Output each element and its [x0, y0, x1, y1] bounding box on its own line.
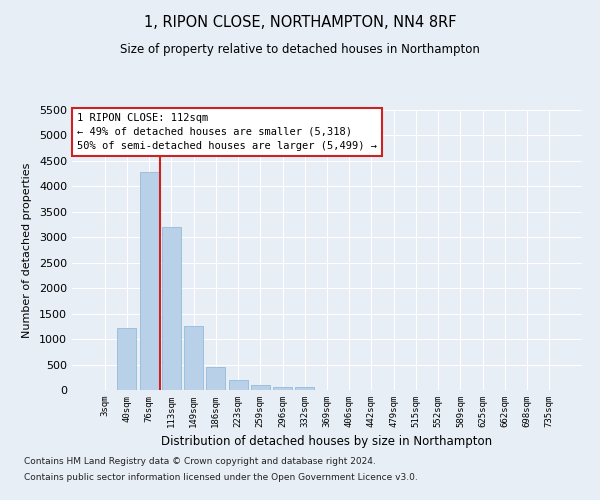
Bar	[273, 386, 292, 390]
Text: 1, RIPON CLOSE, NORTHAMPTON, NN4 8RF: 1, RIPON CLOSE, NORTHAMPTON, NN4 8RF	[144, 15, 456, 30]
Bar	[295, 388, 314, 390]
X-axis label: Distribution of detached houses by size in Northampton: Distribution of detached houses by size …	[161, 436, 493, 448]
Text: Size of property relative to detached houses in Northampton: Size of property relative to detached ho…	[120, 42, 480, 56]
Bar	[251, 385, 270, 390]
Bar	[162, 227, 181, 390]
Text: Contains HM Land Registry data © Crown copyright and database right 2024.: Contains HM Land Registry data © Crown c…	[24, 458, 376, 466]
Bar	[140, 172, 158, 390]
Text: Contains public sector information licensed under the Open Government Licence v3: Contains public sector information licen…	[24, 472, 418, 482]
Y-axis label: Number of detached properties: Number of detached properties	[22, 162, 32, 338]
Bar	[206, 367, 225, 390]
Text: 1 RIPON CLOSE: 112sqm
← 49% of detached houses are smaller (5,318)
50% of semi-d: 1 RIPON CLOSE: 112sqm ← 49% of detached …	[77, 113, 377, 151]
Bar	[118, 328, 136, 390]
Bar	[184, 326, 203, 390]
Bar	[229, 380, 248, 390]
